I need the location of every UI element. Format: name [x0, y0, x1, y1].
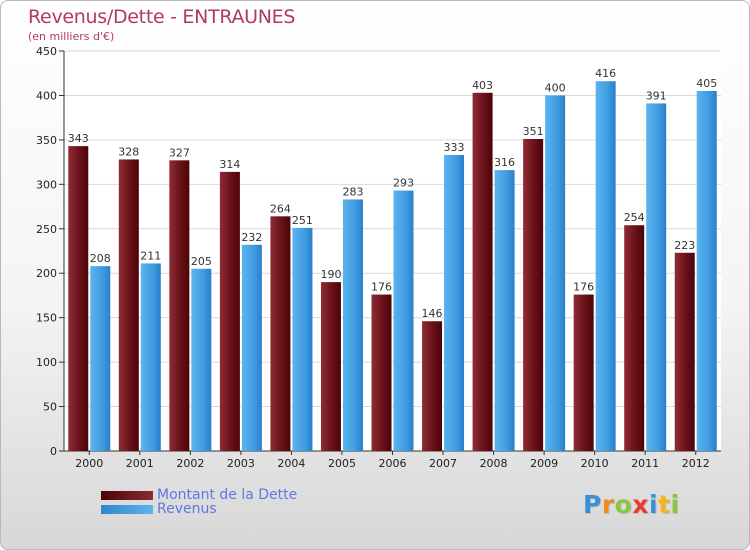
y-tick-label: 100: [36, 356, 57, 369]
data-label-dette: 190: [320, 268, 341, 281]
y-tick-label: 200: [36, 267, 57, 280]
plot-area: [64, 51, 721, 451]
data-label-revenus: 251: [292, 214, 313, 227]
x-tick-label: 2011: [631, 457, 659, 470]
logo-letter: P: [583, 490, 602, 519]
data-label-revenus: 283: [342, 185, 363, 198]
data-label-revenus: 391: [646, 89, 667, 102]
data-label-revenus: 205: [191, 255, 212, 268]
x-tick-label: 2006: [379, 457, 407, 470]
logo-letter: t: [658, 490, 671, 519]
data-label-dette: 146: [422, 307, 443, 320]
bar-dette: [624, 225, 645, 451]
x-tick-label: 2005: [328, 457, 356, 470]
logo-letter: x: [632, 490, 649, 519]
x-tick-label: 2010: [581, 457, 609, 470]
x-tick-label: 2012: [682, 457, 710, 470]
bar-revenus: [393, 190, 414, 452]
legend-label-revenus: Revenus: [157, 501, 217, 517]
data-label-revenus: 405: [696, 77, 717, 90]
x-tick-label: 2000: [75, 457, 103, 470]
data-label-dette: 327: [169, 146, 190, 159]
bar-revenus: [342, 199, 363, 451]
bar-dette: [118, 159, 139, 451]
proxiti-logo: Proxiti: [583, 490, 680, 519]
data-label-revenus: 232: [241, 231, 262, 244]
legend-label-dette: Montant de la Dette: [157, 487, 298, 503]
y-tick-label: 250: [36, 223, 57, 236]
x-tick-label: 2009: [530, 457, 558, 470]
data-label-dette: 343: [68, 132, 89, 145]
data-label-revenus: 211: [140, 249, 161, 262]
bar-revenus: [545, 95, 566, 451]
y-tick-label: 350: [36, 134, 57, 147]
y-tick-label: 50: [43, 401, 57, 414]
x-tick-label: 2002: [176, 457, 204, 470]
bar-revenus: [444, 155, 465, 451]
legend-swatch-revenus: [101, 504, 153, 514]
logo-letter: o: [614, 490, 633, 519]
bar-dette: [573, 294, 594, 451]
data-label-revenus: 400: [545, 81, 566, 94]
x-tick-label: 2008: [480, 457, 508, 470]
bar-dette: [371, 294, 392, 451]
bar-dette: [219, 171, 240, 451]
chart-subtitle: (en milliers d'€): [28, 30, 115, 43]
bar-dette: [270, 216, 291, 451]
logo-letter: i: [670, 490, 680, 519]
x-tick-label: 2003: [227, 457, 255, 470]
data-label-dette: 223: [674, 239, 695, 252]
data-label-dette: 314: [219, 158, 240, 171]
bar-dette: [674, 252, 695, 451]
data-label-revenus: 208: [90, 252, 111, 265]
bar-revenus: [595, 81, 616, 451]
y-tick-label: 400: [36, 89, 57, 102]
chart-title: Revenus/Dette - ENTRAUNES: [28, 6, 296, 28]
data-label-revenus: 333: [444, 141, 465, 154]
y-tick-label: 0: [50, 445, 57, 458]
legend-item-dette: Montant de la Dette: [101, 487, 297, 503]
bar-dette: [472, 92, 493, 452]
bar-revenus: [90, 266, 111, 451]
y-tick-label: 150: [36, 312, 57, 325]
data-label-dette: 254: [624, 211, 645, 224]
bar-revenus: [696, 91, 717, 451]
bar-dette: [422, 321, 443, 451]
x-tick-label: 2007: [429, 457, 457, 470]
data-label-dette: 351: [523, 125, 544, 138]
bar-dette: [169, 160, 190, 452]
bar-dette: [320, 282, 341, 451]
bar-revenus: [292, 227, 313, 451]
x-tick-label: 2001: [126, 457, 154, 470]
legend-item-revenus: Revenus: [101, 501, 217, 517]
logo-letter: i: [649, 490, 659, 519]
data-label-dette: 176: [371, 281, 392, 294]
logo-letter: r: [601, 490, 615, 519]
data-label-dette: 176: [573, 281, 594, 294]
y-tick-label: 450: [36, 45, 57, 58]
bar-revenus: [241, 244, 262, 451]
data-label-dette: 403: [472, 79, 493, 92]
bar-revenus: [494, 170, 515, 451]
data-label-revenus: 316: [494, 156, 515, 169]
y-tick-label: 300: [36, 178, 57, 191]
bar-dette: [68, 146, 89, 451]
bar-revenus: [140, 263, 161, 451]
data-label-dette: 328: [118, 145, 139, 158]
bar-revenus: [646, 103, 667, 451]
legend-swatch-dette: [101, 490, 153, 500]
x-tick-label: 2004: [277, 457, 305, 470]
bar-revenus: [191, 268, 212, 451]
data-label-revenus: 416: [595, 67, 616, 80]
bar-dette: [523, 139, 544, 451]
data-label-dette: 264: [270, 202, 291, 215]
data-label-revenus: 293: [393, 177, 414, 190]
